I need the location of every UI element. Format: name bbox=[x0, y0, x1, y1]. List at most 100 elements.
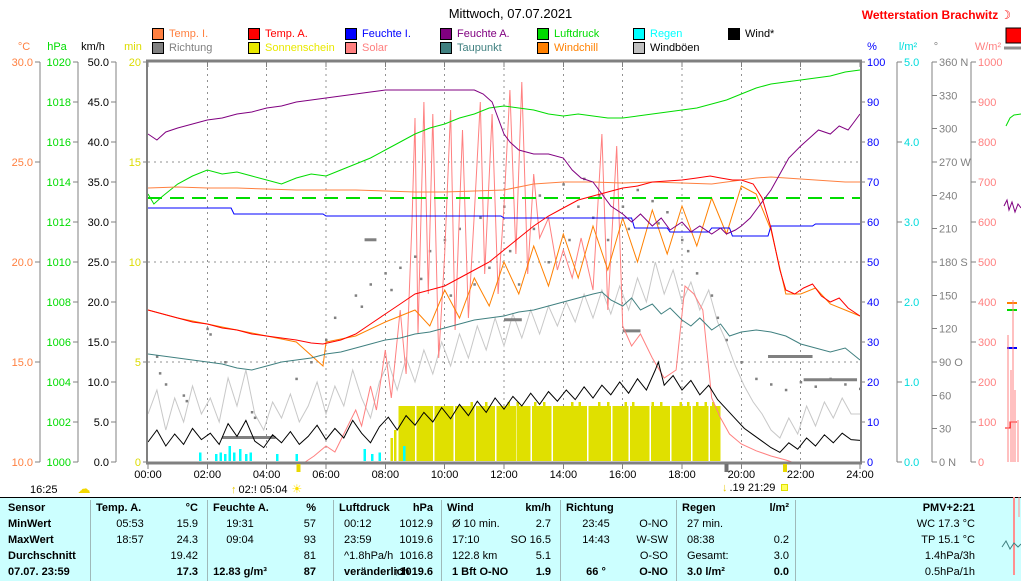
svg-text:1006: 1006 bbox=[47, 337, 71, 349]
table-column-separator bbox=[795, 500, 796, 581]
legend-item-windchill[interactable]: Windchill bbox=[537, 42, 598, 54]
svg-text:1016: 1016 bbox=[47, 137, 71, 149]
axis-min: min 20 15 10 5 0 bbox=[124, 41, 148, 469]
series-taupunkt bbox=[147, 291, 861, 371]
svg-text:20:00: 20:00 bbox=[728, 469, 756, 481]
series-regen bbox=[198, 446, 406, 461]
legend-item-solar[interactable]: Solar bbox=[345, 42, 388, 54]
series-temp-a bbox=[147, 175, 861, 345]
svg-text:4.0: 4.0 bbox=[904, 137, 919, 149]
table-value: 0.0 bbox=[773, 566, 789, 578]
svg-text:16:00: 16:00 bbox=[609, 469, 637, 481]
legend-item-richtung[interactable]: Richtung bbox=[152, 42, 212, 54]
svg-text:1000: 1000 bbox=[978, 57, 1002, 69]
axis-: °360 N 330 300 270 W 240 210 180 S 150 120 90 O 60… bbox=[931, 41, 971, 469]
svg-text:1018: 1018 bbox=[47, 97, 71, 109]
table-header-unit: % bbox=[306, 502, 316, 514]
svg-text:0 N: 0 N bbox=[939, 457, 956, 469]
table-row-label: 07.07. 23:59 bbox=[8, 566, 70, 578]
svg-text:20.0: 20.0 bbox=[12, 257, 33, 269]
svg-text:500: 500 bbox=[978, 257, 996, 269]
legend-item-feuchte-i[interactable]: Feuchte I. bbox=[345, 28, 411, 40]
legend-swatch-solar bbox=[345, 42, 357, 54]
clipped-right-panel bbox=[1003, 27, 1021, 462]
svg-text:5.0: 5.0 bbox=[904, 57, 919, 69]
table-value: W-SW bbox=[636, 534, 668, 546]
moon-icon: ☽ bbox=[1000, 8, 1011, 22]
legend-swatch-taupunkt bbox=[440, 42, 452, 54]
legend-item-regen[interactable]: Regen bbox=[633, 28, 682, 40]
series-temp-i bbox=[147, 176, 860, 193]
legend-item-windb-en[interactable]: Windböen bbox=[633, 42, 700, 54]
sun-square-icon bbox=[781, 484, 789, 491]
legend-label: Windböen bbox=[650, 41, 700, 54]
svg-text:20: 20 bbox=[867, 377, 879, 389]
legend-item-temp-i[interactable]: Temp. I. bbox=[152, 28, 208, 40]
sunrise-annotation: ↑ 02:! 05:04 ☀ bbox=[231, 482, 303, 496]
table-row-label: Durchschnitt bbox=[8, 550, 76, 562]
table-row-label: MaxWert bbox=[8, 534, 54, 546]
table-aux-value: 05:53 bbox=[116, 518, 144, 530]
table-value: O-NO bbox=[639, 566, 668, 578]
table-column-separator bbox=[207, 500, 208, 581]
table-header-regen: Regen bbox=[682, 502, 716, 514]
page-title: Mittwoch, 07.07.2021 bbox=[448, 6, 573, 21]
table-header-pmv: PMV+2:21 bbox=[922, 502, 975, 514]
legend-item-luftdruck[interactable]: Luftdruck bbox=[537, 28, 599, 40]
chart-footer-time: 16:25 ☁ bbox=[30, 481, 91, 496]
svg-text:25.0: 25.0 bbox=[12, 157, 33, 169]
svg-text:06:00: 06:00 bbox=[312, 469, 340, 481]
svg-text:600: 600 bbox=[978, 217, 996, 229]
table-column-separator bbox=[441, 500, 442, 581]
table-value: 81 bbox=[303, 550, 316, 562]
table-column-separator bbox=[676, 500, 677, 581]
sunrise-arrow-icon: ↑ bbox=[231, 484, 237, 496]
table-aux-value: 27 min. bbox=[687, 518, 724, 530]
table-value: 24.3 bbox=[176, 534, 198, 546]
legend-item-taupunkt[interactable]: Taupunkt bbox=[440, 42, 502, 54]
svg-text:0.0: 0.0 bbox=[94, 457, 109, 469]
table-value: ↑1019.6 bbox=[393, 566, 433, 578]
svg-text:800: 800 bbox=[978, 137, 996, 149]
series-feuchte-a bbox=[147, 89, 861, 235]
table-value: 15.9 bbox=[176, 518, 198, 530]
weather-chart[interactable]: 00:00 02:00 04:00 06:00 08:00 10:00 12:00 14:00… bbox=[0, 0, 1021, 497]
svg-text:0: 0 bbox=[135, 457, 141, 469]
series-wind bbox=[147, 360, 861, 454]
series-solar bbox=[304, 81, 860, 463]
table-aux-value: 19:31 bbox=[226, 518, 254, 530]
table-pmv-value: TP 15.1 °C bbox=[921, 534, 975, 546]
legend-item-temp-a[interactable]: Temp. A. bbox=[248, 28, 308, 40]
svg-text:150: 150 bbox=[939, 290, 957, 302]
svg-text:15.0: 15.0 bbox=[12, 357, 33, 369]
table-header-unit: km/h bbox=[525, 502, 551, 514]
legend-item-wind[interactable]: Wind* bbox=[728, 28, 774, 40]
svg-text:45.0: 45.0 bbox=[88, 97, 109, 109]
svg-text:02:00: 02:00 bbox=[194, 469, 222, 481]
svg-text:08:00: 08:00 bbox=[372, 469, 400, 481]
svg-text:10: 10 bbox=[867, 417, 879, 429]
svg-text:°: ° bbox=[934, 41, 938, 53]
legend-swatch-windb-en bbox=[633, 42, 645, 54]
svg-text:18:00: 18:00 bbox=[668, 469, 696, 481]
legend-item-feuchte-a[interactable]: Feuchte A. bbox=[440, 28, 510, 40]
svg-text:50: 50 bbox=[867, 257, 879, 269]
table-value: 1016.8 bbox=[399, 550, 433, 562]
table-aux-value: 09:04 bbox=[226, 534, 254, 546]
legend-label: Sonnenschein bbox=[265, 41, 335, 54]
table-value: 19.42 bbox=[170, 550, 198, 562]
legend-swatch-feuchte-a bbox=[440, 28, 452, 40]
svg-text:70: 70 bbox=[867, 177, 879, 189]
table-aux-value: 66 ° bbox=[586, 566, 606, 578]
table-column-separator bbox=[560, 500, 561, 581]
svg-text:100: 100 bbox=[867, 57, 885, 69]
svg-text:24:00: 24:00 bbox=[846, 469, 874, 481]
legend-item-sonnenschein[interactable]: Sonnenschein bbox=[248, 42, 335, 54]
table-header-feuchte-a: Feuchte A. bbox=[213, 502, 269, 514]
table-aux-value: 12.83 g/m³ bbox=[213, 566, 267, 578]
legend-label: Feuchte I. bbox=[362, 27, 411, 40]
svg-text:120: 120 bbox=[939, 324, 957, 336]
svg-text:1008: 1008 bbox=[47, 297, 71, 309]
series-luftdruck bbox=[147, 69, 861, 205]
